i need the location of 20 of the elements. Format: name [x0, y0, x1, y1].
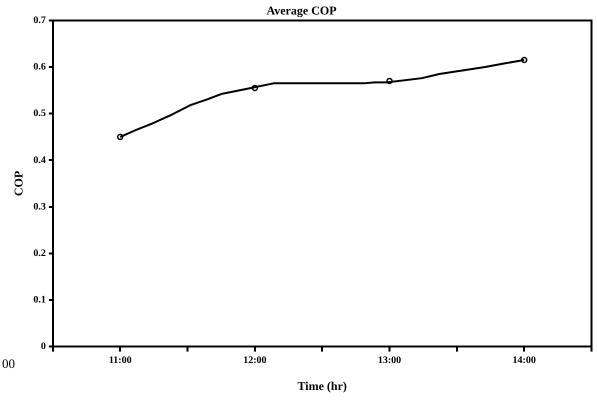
point: [386, 78, 393, 84]
y-tick-label: 0.1: [33, 294, 46, 306]
point: [252, 84, 258, 92]
point: [116, 134, 124, 140]
text: 00: [2, 356, 15, 372]
x-axis-title: Time (hr): [297, 378, 347, 393]
y-tick-label: 0.7: [33, 14, 46, 26]
x-tick-label: 11:00: [108, 355, 132, 366]
y-tick-label: 0.2: [33, 248, 46, 259]
y-tick-label: 0: [40, 341, 46, 352]
y-tick-label: 0.3: [33, 201, 46, 212]
y-tick-label: 0.6: [33, 62, 46, 73]
chart-title: Average COP: [266, 3, 337, 18]
y-tick-label: 0.4: [33, 154, 46, 166]
y-axis-title: COP: [11, 170, 26, 196]
x-tick-label: 12:00: [243, 355, 267, 366]
x-tick-label: 13:00: [378, 355, 402, 366]
y-tick-label: 0.5: [33, 108, 46, 120]
point: [520, 56, 528, 64]
x-tick-label: 14:00: [512, 355, 536, 366]
